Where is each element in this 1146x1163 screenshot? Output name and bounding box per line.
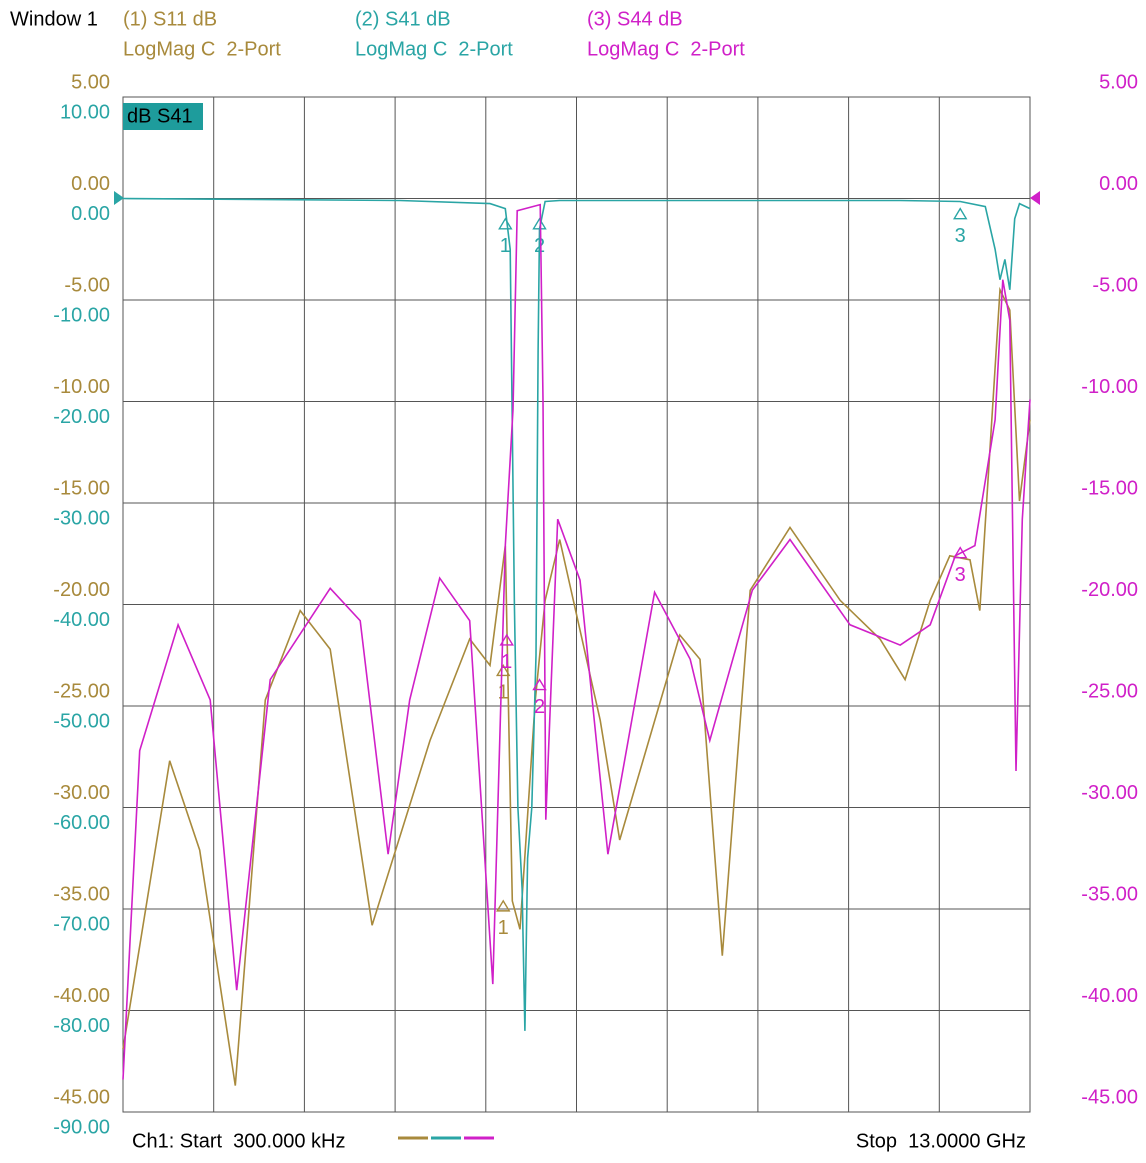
y-tick-label: -30.00	[53, 782, 110, 804]
y3-tick-label: -50.00	[53, 710, 110, 732]
marker-label: 3	[955, 564, 966, 586]
y2-tick-label: 0.00	[1099, 173, 1138, 195]
marker-label: 2	[534, 235, 545, 257]
y2-tick-label: -20.00	[1081, 579, 1138, 601]
y-tick-label: -25.00	[53, 680, 110, 702]
y2-tick-label: -40.00	[1081, 985, 1138, 1007]
window-title: Window 1	[10, 8, 98, 30]
trace	[122, 197, 1031, 1031]
y2-tick-label: 5.00	[1099, 71, 1138, 93]
marker	[498, 217, 513, 230]
marker	[495, 664, 511, 677]
marker	[532, 217, 547, 230]
y-tick-label: -45.00	[53, 1086, 110, 1108]
y3-tick-label: -30.00	[53, 507, 110, 529]
marker-label: 1	[501, 651, 512, 673]
badge-label: dB S41	[127, 105, 193, 127]
marker-label: 2	[534, 696, 545, 718]
y2-tick-label: -15.00	[1081, 477, 1138, 499]
marker-label: 1	[500, 235, 511, 257]
y3-tick-label: -20.00	[53, 406, 110, 428]
trace-format: LogMag C 2-Port	[123, 38, 281, 60]
trace	[122, 203, 1031, 1080]
y2-tick-label: -30.00	[1081, 782, 1138, 804]
reference-arrow-left	[114, 191, 124, 205]
marker-label: 3	[955, 225, 966, 247]
y3-tick-label: -10.00	[53, 304, 110, 326]
start-label: Ch1: Start 300.000 kHz	[132, 1130, 345, 1152]
legend-name: (2) S41 dB	[355, 8, 451, 30]
marker	[952, 546, 968, 559]
y3-tick-label: -60.00	[53, 812, 110, 834]
marker-label: 1	[498, 917, 509, 939]
trace-format: LogMag C 2-Port	[355, 38, 513, 60]
marker	[532, 678, 547, 691]
y2-tick-label: -35.00	[1081, 883, 1138, 905]
y3-tick-label: -90.00	[53, 1116, 110, 1138]
y3-tick-label: -80.00	[53, 1015, 110, 1037]
y-tick-label: -5.00	[64, 274, 110, 296]
y2-tick-label: -25.00	[1081, 680, 1138, 702]
y3-tick-label: 0.00	[71, 203, 110, 225]
y-tick-label: -40.00	[53, 985, 110, 1007]
y-tick-label: -20.00	[53, 579, 110, 601]
trace-format: LogMag C 2-Port	[587, 38, 745, 60]
legend-name: (3) S44 dB	[587, 8, 683, 30]
marker	[499, 633, 514, 646]
marker	[952, 207, 968, 220]
y3-tick-label: 10.00	[60, 101, 110, 123]
marker	[495, 899, 511, 912]
y-tick-label: -10.00	[53, 376, 110, 398]
y3-tick-label: -40.00	[53, 609, 110, 631]
y-tick-label: 5.00	[71, 71, 110, 93]
active-trace-badge	[123, 103, 203, 130]
y2-tick-label: -45.00	[1081, 1086, 1138, 1108]
reference-arrow-right	[1030, 191, 1040, 205]
marker-label: 1	[498, 682, 509, 704]
y3-tick-label: -70.00	[53, 913, 110, 935]
y-tick-label: 0.00	[71, 173, 110, 195]
y2-tick-label: -5.00	[1092, 274, 1138, 296]
y2-tick-label: -10.00	[1081, 376, 1138, 398]
y-tick-label: -35.00	[53, 883, 110, 905]
y-tick-label: -15.00	[53, 477, 110, 499]
legend-name: (1) S11 dB	[123, 8, 217, 30]
stop-label: Stop 13.0000 GHz	[856, 1130, 1026, 1152]
